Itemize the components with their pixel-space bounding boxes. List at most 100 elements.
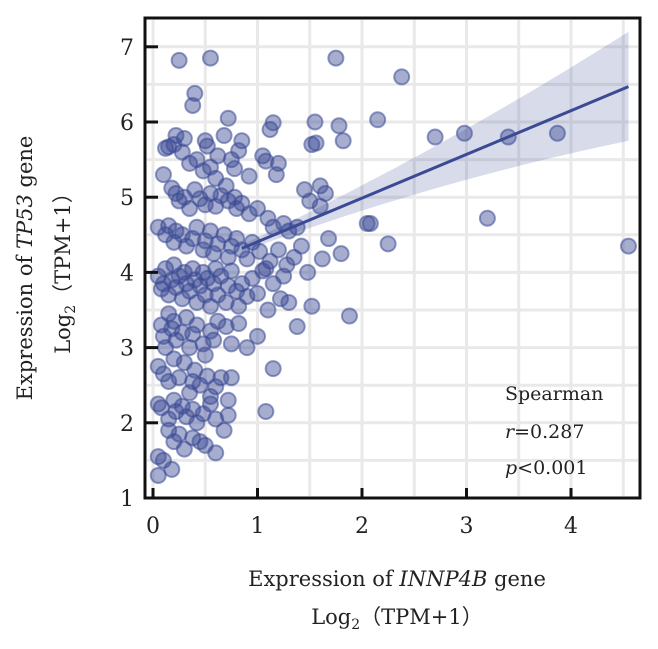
data-point: [269, 241, 287, 259]
data-point: [259, 209, 277, 227]
data-point: [217, 293, 235, 311]
data-point: [201, 49, 219, 67]
data-point: [209, 235, 227, 253]
data-point: [249, 327, 266, 345]
y-tick-label: 1: [120, 487, 134, 512]
data-point: [619, 237, 637, 255]
data-point: [379, 235, 397, 253]
x-tick-label: 2: [355, 514, 369, 539]
x-title-suffix: gene: [487, 567, 546, 591]
y-ticks: 1 2 3 4 5 6 7: [120, 36, 158, 512]
y-tick-label: 5: [120, 186, 134, 211]
p-symbol: p: [505, 457, 517, 479]
data-point: [207, 410, 225, 428]
data-point: [340, 307, 358, 325]
data-point: [478, 209, 496, 227]
x-title-gene: INNP4B: [398, 567, 487, 591]
data-point: [259, 301, 277, 319]
data-point: [230, 315, 248, 333]
p-value: <0.001: [517, 457, 587, 479]
data-point: [393, 68, 411, 86]
data-point: [149, 466, 167, 484]
data-point: [222, 369, 240, 387]
data-point: [257, 403, 275, 421]
x-sub-log: Log: [311, 605, 351, 629]
y-axis-title: Expression of TP53 gene: [13, 136, 37, 401]
data-point: [249, 284, 266, 302]
data-point: [201, 395, 219, 413]
y-tick-label: 2: [120, 412, 134, 437]
data-point: [316, 184, 334, 202]
y-tick-label: 6: [120, 111, 134, 136]
r-symbol: r: [505, 421, 516, 443]
x-tick-label: 1: [251, 514, 265, 539]
plot-frame: [143, 16, 642, 500]
data-point: [219, 406, 237, 424]
data-point: [181, 199, 199, 217]
x-axis-title: Expression of INNP4B gene: [248, 567, 546, 591]
x-tick-label: 0: [146, 514, 160, 539]
data-point: [369, 111, 387, 129]
y-sub-base: 2: [63, 305, 79, 314]
x-ticks: 0 1 2 3 4: [146, 488, 578, 539]
data-point: [165, 312, 183, 330]
r-value: =0.287: [514, 421, 584, 443]
data-point: [219, 391, 237, 409]
annotation-r: r=0.287: [505, 421, 584, 443]
x-sub-unit: （TPM+1）: [360, 605, 483, 629]
data-point: [275, 267, 293, 285]
data-point: [306, 113, 324, 131]
annotation-p: p<0.001: [505, 457, 588, 479]
data-point: [188, 316, 206, 334]
data-point: [230, 142, 248, 160]
data-point: [426, 128, 444, 146]
data-point: [249, 199, 266, 217]
points-group: [149, 49, 637, 484]
data-point: [163, 460, 181, 478]
data-point: [184, 96, 202, 114]
x-tick-label: 4: [564, 514, 578, 539]
data-point: [240, 167, 258, 185]
data-point: [170, 51, 188, 69]
y-tick-label: 3: [120, 337, 134, 362]
y-title-suffix: gene: [13, 136, 37, 195]
x-title-prefix: Expression of: [248, 567, 399, 591]
regression-line: [241, 85, 630, 250]
data-point: [288, 318, 306, 336]
data-point: [233, 132, 251, 150]
data-point: [186, 181, 204, 199]
data-point: [238, 339, 256, 357]
data-point: [238, 250, 256, 268]
data-point: [303, 297, 321, 315]
data-point: [264, 360, 282, 378]
data-point: [219, 109, 237, 127]
data-point: [184, 325, 202, 343]
data-point: [455, 124, 473, 142]
y-title-gene: TP53: [13, 194, 37, 249]
data-point: [207, 444, 225, 462]
data-point: [264, 114, 282, 132]
data-point: [267, 166, 285, 184]
data-point: [196, 232, 214, 250]
y-sub-log: Log: [51, 314, 75, 354]
data-point: [327, 49, 345, 67]
data-point: [548, 124, 566, 142]
y-axis-subtitle: Log2（TPM+1）: [51, 182, 79, 354]
data-point: [196, 346, 214, 364]
y-axis-subtitle-group: Log2（TPM+1）: [51, 182, 79, 354]
regression-line-group: [241, 85, 630, 250]
y-tick-label: 7: [120, 36, 134, 61]
data-point: [334, 132, 352, 150]
data-point: [307, 134, 325, 152]
data-point: [198, 137, 216, 155]
data-point: [226, 160, 244, 178]
data-point: [154, 166, 172, 184]
data-point: [330, 117, 348, 135]
data-point: [240, 205, 258, 223]
data-point: [271, 290, 289, 308]
data-point: [207, 378, 225, 396]
data-point: [299, 263, 317, 281]
data-point: [292, 237, 310, 255]
data-point: [257, 152, 275, 170]
